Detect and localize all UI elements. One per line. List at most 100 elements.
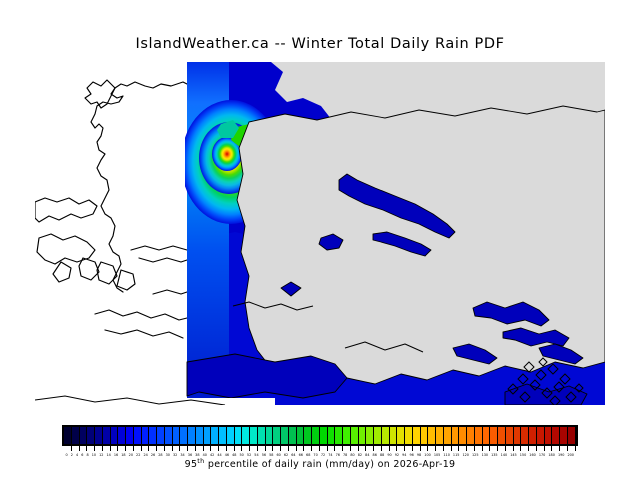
colorbar-tick — [436, 446, 444, 451]
colorbar-tick — [242, 446, 250, 451]
colorbar-ticklabel: 88 — [379, 453, 385, 457]
colorbar-ticklabel: 10 — [91, 453, 97, 457]
colorbar-swatch — [319, 427, 328, 444]
colorbar-swatch — [149, 427, 157, 444]
colorbar-swatch — [343, 427, 351, 444]
colorbar-tick — [552, 446, 560, 451]
colorbar-tick — [157, 446, 165, 451]
colorbar-swatch — [389, 427, 398, 444]
colorbar-swatch — [490, 427, 498, 444]
colorbar-ticklabel: 74 — [328, 453, 333, 457]
colorbar-ticklabel: 150 — [519, 453, 527, 457]
colorbar-ticklabel: 52 — [246, 453, 252, 457]
caption-ordinal: th — [197, 457, 205, 465]
colorbar-ticklabel: 100 — [424, 453, 431, 457]
colorbar-ticklabel: 20 — [128, 453, 133, 457]
colorbar-ticklabel: 145 — [510, 453, 517, 457]
colorbar-tick — [459, 446, 467, 451]
colorbar-swatch — [459, 427, 467, 444]
colorbar-ticklabel: 70 — [313, 453, 318, 457]
colorbar-tick — [567, 446, 576, 451]
colorbar-tick — [211, 446, 219, 451]
colorbar-swatch — [126, 427, 134, 444]
colorbar-ticklabel: 16 — [113, 453, 119, 457]
colorbar-tick — [95, 446, 103, 451]
colorbar-swatch — [288, 427, 297, 444]
colorbar-tick — [428, 446, 436, 451]
colorbar[interactable]: 0 2 4 6 8 10 12 14 16 18 20 22 24 26 28 30 32 34 36 38 40 42 4… — [62, 425, 578, 457]
colorbar-ticklabel: 46 — [224, 453, 230, 457]
colorbar-ticklabel: 98 — [416, 453, 422, 457]
colorbar-ticklabel: 76 — [335, 453, 340, 457]
colorbar-ticklabel: 62 — [283, 453, 289, 457]
colorbar-tick — [335, 446, 343, 451]
colorbar-ticklabel: 48 — [232, 453, 237, 457]
colorbar-tick — [172, 446, 181, 451]
colorbar-tick — [381, 446, 390, 451]
caption-suffix: percentile of daily rain (mm/day) on 202… — [204, 459, 456, 471]
inland-water-channels — [186, 173, 588, 405]
colorbar-tick — [281, 446, 289, 451]
colorbar-tick — [350, 446, 359, 451]
colorbar-tick — [374, 446, 382, 451]
colorbar-ticklabel: 72 — [320, 453, 326, 457]
colorbar-ticklabel: 6 — [81, 453, 84, 457]
colorbar-ticklabel: 54 — [254, 453, 259, 457]
colorbar-tick — [188, 446, 196, 451]
colorbar-ticklabel: 40 — [202, 453, 207, 457]
colorbar-tick — [102, 446, 111, 451]
colorbar-swatch — [265, 427, 274, 444]
colorbar-tick — [451, 446, 460, 451]
colorbar-swatch — [188, 427, 196, 444]
colorbar-ticklabel: 12 — [99, 453, 104, 457]
colorbar-tick — [149, 446, 157, 451]
page-title: IslandWeather.ca -- Winter Total Daily R… — [135, 36, 505, 52]
colorbar-ticklabel: 14 — [106, 453, 111, 457]
colorbar-tick — [87, 446, 95, 451]
caption-prefix: 95 — [184, 459, 198, 471]
colorbar-tick — [126, 446, 134, 451]
colorbar-swatch — [498, 427, 506, 444]
colorbar-tick — [343, 446, 351, 451]
colorbar-ticklabel: 28 — [158, 453, 163, 457]
colorbar-ticklabel: 24 — [143, 453, 148, 457]
colorbar-ticklabel: 115 — [452, 453, 460, 457]
colorbar-tick — [490, 446, 498, 451]
colorbar-tick — [288, 446, 297, 451]
colorbar-ticklabel: 140 — [500, 453, 508, 457]
colorbar-swatch — [281, 427, 289, 444]
colorbar-tick — [250, 446, 258, 451]
colorbar-swatch — [567, 427, 576, 444]
colorbar-swatch — [71, 427, 80, 444]
colorbar-swatch — [474, 427, 483, 444]
colorbar-tick — [180, 446, 188, 451]
colorbar-tick — [536, 446, 545, 451]
colorbar-swatch — [242, 427, 250, 444]
colorbar-tick — [319, 446, 328, 451]
colorbar-ticklabel: 60 — [276, 453, 281, 457]
colorbar-ticklabel: 0 — [65, 453, 68, 457]
colorbar-tick — [203, 446, 212, 451]
colorbar-swatch — [443, 427, 452, 444]
colorbar-ticklabel: 200 — [567, 453, 574, 457]
colorbar-swatches — [64, 427, 576, 444]
colorbar-ticklabel: 26 — [150, 453, 156, 457]
colorbar-swatch — [304, 427, 312, 444]
colorbar-swatch — [358, 427, 367, 444]
colorbar-tick — [412, 446, 421, 451]
colorbar-ticklabel: 120 — [462, 453, 469, 457]
colorbar-ticklabel: 18 — [121, 453, 126, 457]
colorbar-swatch — [397, 427, 405, 444]
colorbar-swatch — [110, 427, 119, 444]
colorbar-tick — [234, 446, 243, 451]
colorbar-ticklabel: 90 — [387, 453, 392, 457]
colorbar-swatch — [405, 427, 413, 444]
colorbar-tick — [141, 446, 150, 451]
colorbar-tick — [118, 446, 126, 451]
colorbar-tick — [513, 446, 522, 451]
colorbar-ticklabel: 44 — [217, 453, 222, 457]
colorbar-tick — [327, 446, 336, 451]
colorbar-swatch — [234, 427, 243, 444]
colorbar-tick — [71, 446, 80, 451]
colorbar-ticklabel: 82 — [357, 453, 363, 457]
